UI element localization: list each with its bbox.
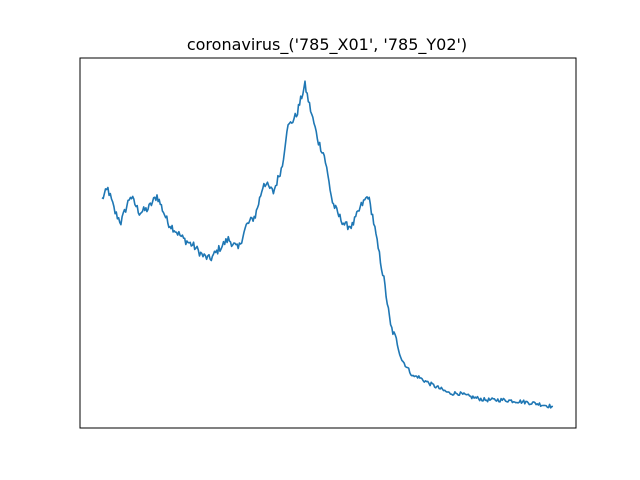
plot-area [101, 80, 554, 409]
chart-title: coronavirus_('785_X01', '785_Y02') [187, 35, 467, 55]
series-line [101, 80, 554, 409]
plot-frame [79, 57, 577, 429]
